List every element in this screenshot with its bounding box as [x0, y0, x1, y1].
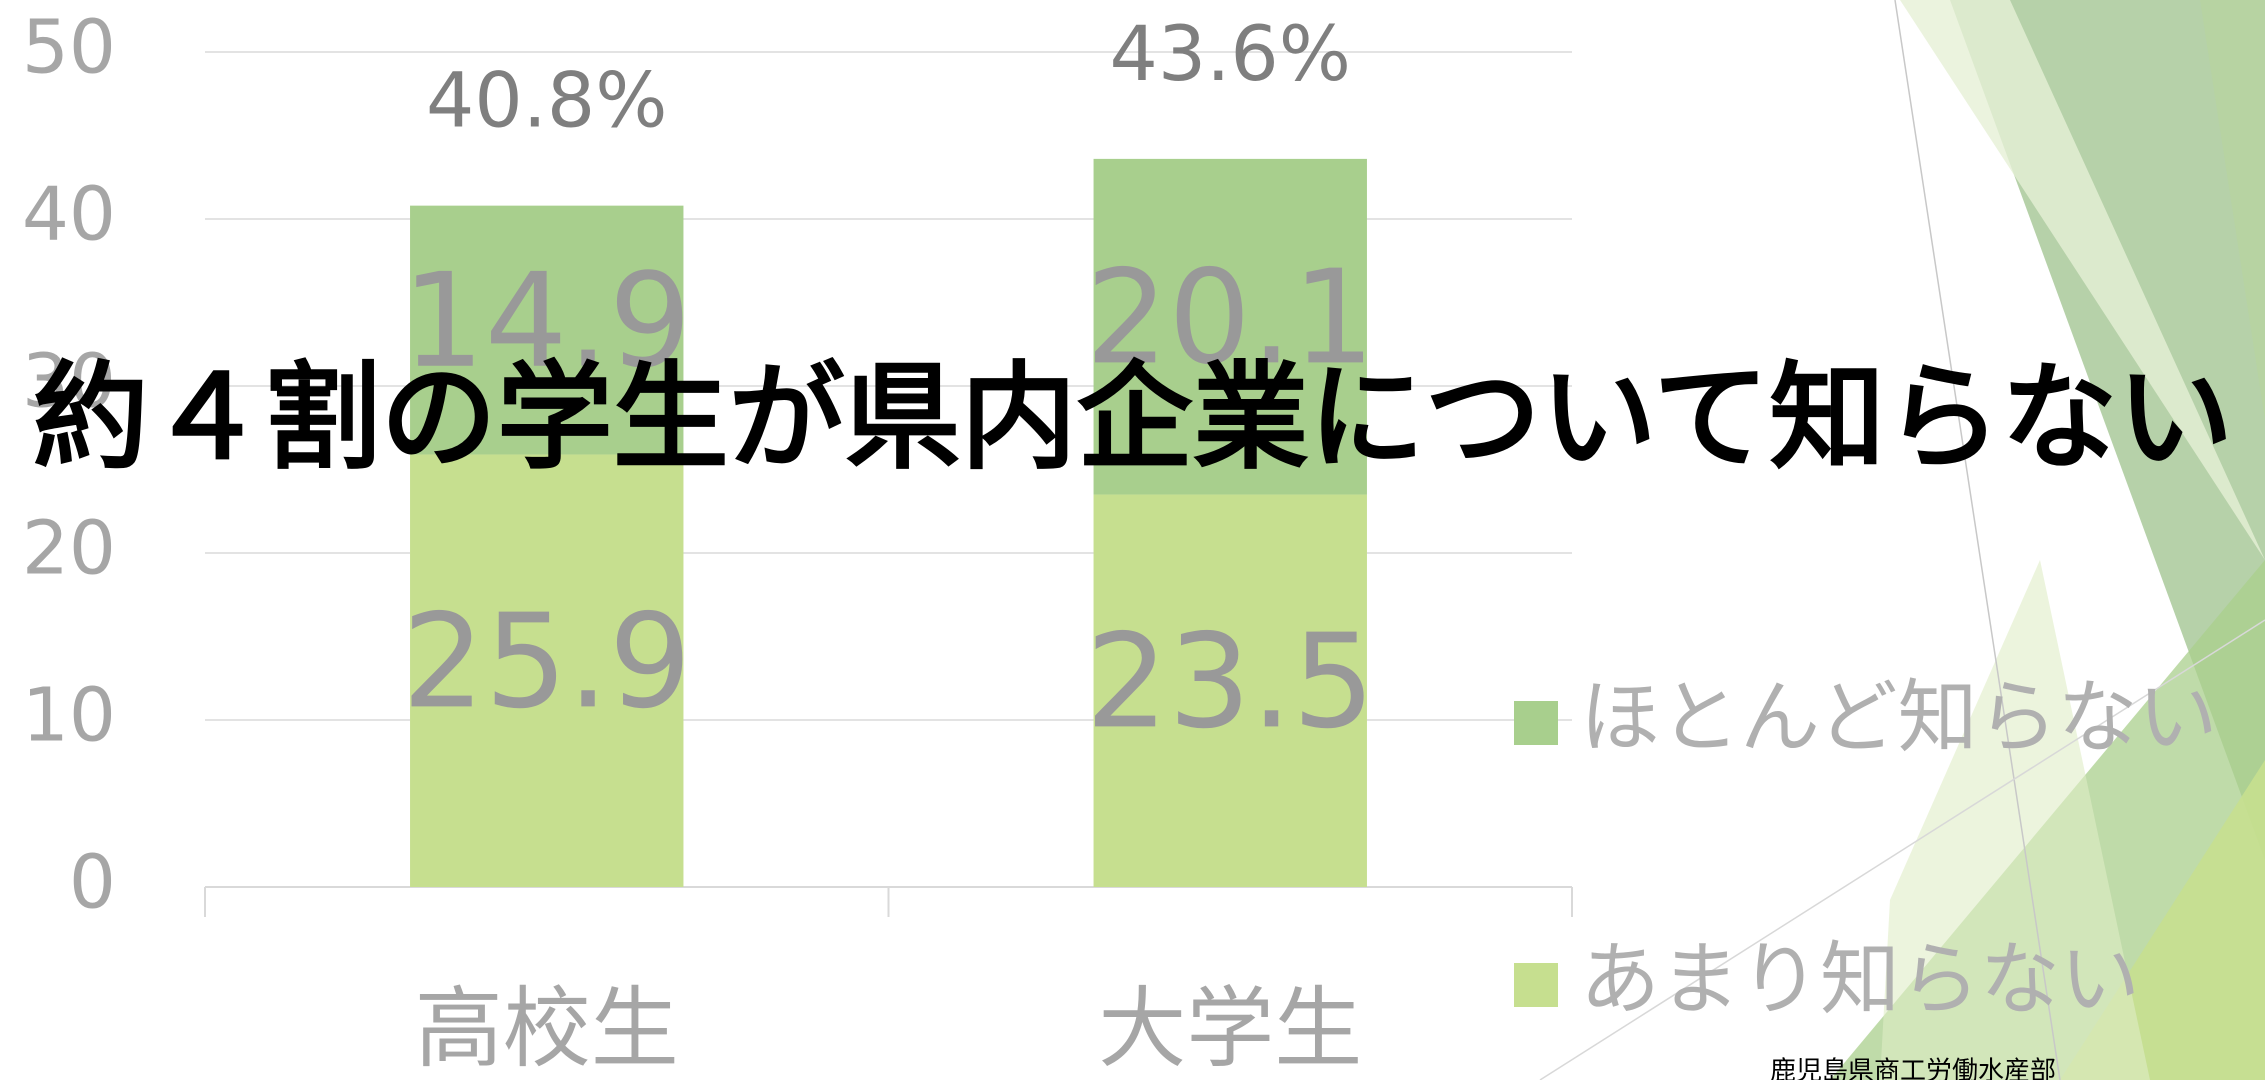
y-tick-label: 0	[69, 840, 116, 926]
y-tick-label: 40	[22, 172, 116, 258]
x-tick-label: 高校生	[415, 977, 679, 1080]
data-label: 23.5	[1086, 605, 1375, 757]
total-label: 43.6%	[1110, 9, 1351, 98]
legend-swatch	[1514, 701, 1558, 745]
y-tick-label: 20	[22, 506, 116, 592]
legend-swatch	[1514, 963, 1558, 1007]
data-label: 25.9	[402, 585, 691, 737]
x-tick-label: 大学生	[1098, 977, 1362, 1080]
source: 鹿児島県商工労働水産部	[1770, 1057, 2056, 1081]
chart-title: 約４割の学生が県内企業について知らない	[33, 351, 2234, 486]
page: {"chart_data": { "type": "stacked_bar", …	[0, 0, 2265, 1084]
y-tick-label: 10	[22, 673, 116, 759]
legend-label: あまり知らない	[1580, 933, 2140, 1026]
legend-label: ほとんど知らない	[1580, 671, 2218, 764]
plot: 0102030405025.914.940.8%高校生23.520.143.6%…	[22, 5, 2218, 1080]
y-tick-label: 50	[22, 5, 116, 91]
decoration	[1540, 0, 2265, 1080]
chart: 0102030405025.914.940.8%高校生23.520.143.6%…	[0, 0, 2265, 1080]
total-label: 40.8%	[426, 56, 667, 145]
